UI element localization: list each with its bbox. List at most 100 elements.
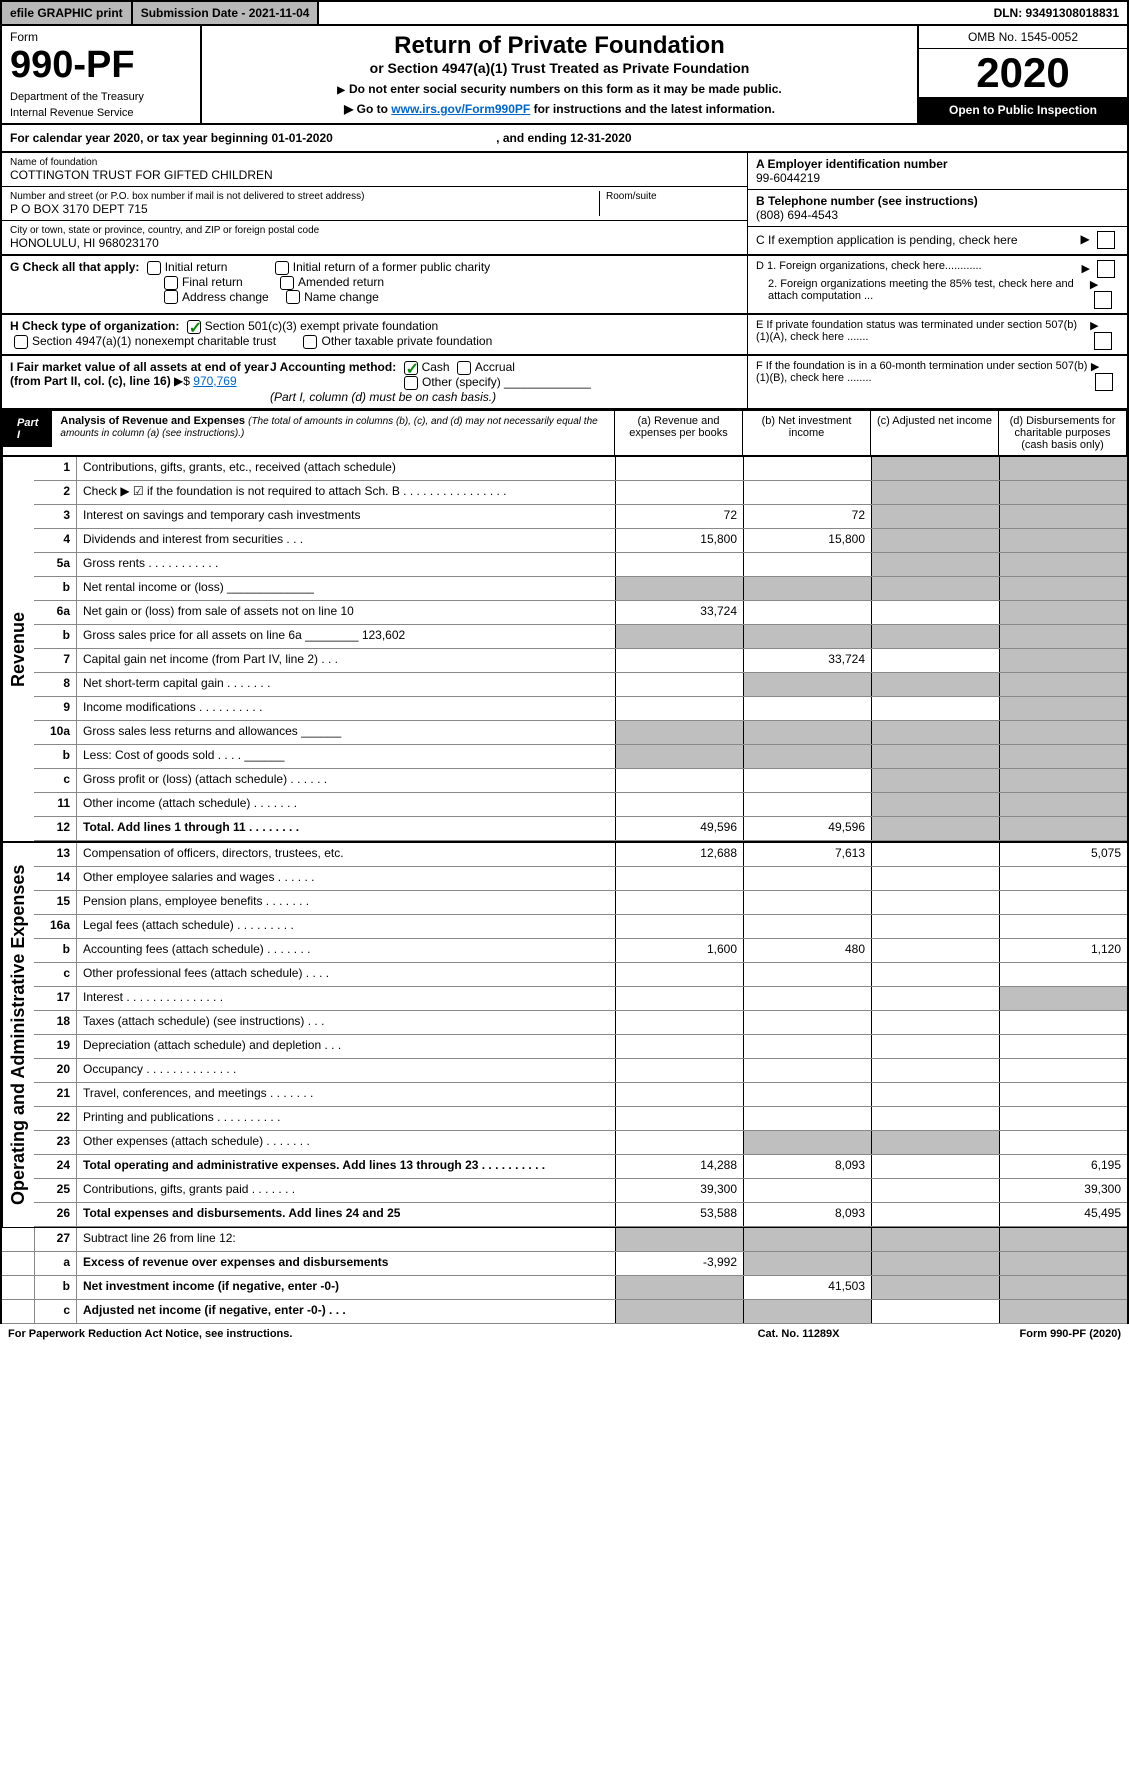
col-d-val (999, 721, 1127, 744)
col-a-val: 39,300 (615, 1179, 743, 1202)
h-501c3[interactable] (187, 320, 201, 334)
col-b-val: 7,613 (743, 843, 871, 866)
col-b-val (743, 987, 871, 1010)
col-c-val (871, 1107, 999, 1130)
instr-2: ▶ Go to www.irs.gov/Form990PF for instru… (208, 102, 911, 116)
col-a-val (615, 1228, 743, 1251)
row-desc: Total expenses and disbursements. Add li… (76, 1203, 615, 1226)
g-initial-return[interactable] (147, 261, 161, 275)
col-b-val: 480 (743, 939, 871, 962)
col-b-val (743, 963, 871, 986)
ein-value: 99-6044219 (756, 171, 1119, 185)
e-checkbox[interactable] (1094, 332, 1112, 350)
col-d-val: 1,120 (999, 939, 1127, 962)
col-b-val (743, 481, 871, 504)
h-4947[interactable] (14, 335, 28, 349)
col-c-val (871, 1228, 999, 1251)
col-d-val (999, 601, 1127, 624)
col-d-val (999, 1300, 1127, 1323)
col-c-val (871, 1131, 999, 1154)
col-c: (c) Adjusted net income (870, 411, 998, 455)
instr-1: Do not enter social security numbers on … (208, 82, 911, 96)
j-accrual[interactable] (457, 361, 471, 375)
h-other-taxable[interactable] (303, 335, 317, 349)
col-c-val (871, 577, 999, 600)
col-d-val (999, 577, 1127, 600)
row-num: 9 (34, 697, 76, 720)
row-num: 12 (34, 817, 76, 840)
expenses-section: Operating and Administrative Expenses 13… (2, 841, 1127, 1227)
row-num: 1 (34, 457, 76, 480)
col-d-val (999, 673, 1127, 696)
c-label: C If exemption application is pending, c… (756, 233, 1018, 247)
col-d-val (999, 1035, 1127, 1058)
table-row: 15Pension plans, employee benefits . . .… (34, 891, 1127, 915)
row-desc: Compensation of officers, directors, tru… (76, 843, 615, 866)
col-a-val: 12,688 (615, 843, 743, 866)
g-final-return[interactable] (164, 276, 178, 290)
col-d: (d) Disbursements for charitable purpose… (998, 411, 1126, 455)
col-a-val (615, 673, 743, 696)
col-a-val (615, 1107, 743, 1130)
col-b-val (743, 673, 871, 696)
form-subtitle: or Section 4947(a)(1) Trust Treated as P… (208, 60, 911, 76)
col-a-val (615, 1083, 743, 1106)
table-row: 10aGross sales less returns and allowanc… (34, 721, 1127, 745)
col-b-val: 15,800 (743, 529, 871, 552)
row-num: 20 (34, 1059, 76, 1082)
irs-link[interactable]: www.irs.gov/Form990PF (391, 102, 530, 116)
col-d-val (999, 553, 1127, 576)
phone-value: (808) 694-4543 (756, 208, 1119, 222)
col-c-val (871, 457, 999, 480)
irs-label: Internal Revenue Service (10, 107, 192, 119)
row-num: 10a (34, 721, 76, 744)
table-row: 9Income modifications . . . . . . . . . … (34, 697, 1127, 721)
d2-checkbox[interactable] (1094, 291, 1112, 309)
row-num: 16a (34, 915, 76, 938)
submission-date: Submission Date - 2021-11-04 (133, 2, 320, 24)
col-d-val (999, 1276, 1127, 1299)
col-a-val: 1,600 (615, 939, 743, 962)
g-address-change[interactable] (164, 290, 178, 304)
c-checkbox[interactable] (1097, 231, 1115, 249)
col-d-val (999, 793, 1127, 816)
col-b-val (743, 457, 871, 480)
col-b-val: 72 (743, 505, 871, 528)
row-num: 14 (34, 867, 76, 890)
table-row: 22Printing and publications . . . . . . … (34, 1107, 1127, 1131)
i-value[interactable]: 970,769 (193, 374, 236, 388)
col-b-val: 41,503 (743, 1276, 871, 1299)
table-row: 24Total operating and administrative exp… (34, 1155, 1127, 1179)
j-other[interactable] (404, 376, 418, 390)
table-row: cGross profit or (loss) (attach schedule… (34, 769, 1127, 793)
table-row: 13Compensation of officers, directors, t… (34, 843, 1127, 867)
paperwork-notice: For Paperwork Reduction Act Notice, see … (8, 1328, 292, 1340)
col-c-val (871, 601, 999, 624)
footer: For Paperwork Reduction Act Notice, see … (0, 1324, 1129, 1344)
row-desc: Gross rents . . . . . . . . . . . (76, 553, 615, 576)
row-desc: Other professional fees (attach schedule… (76, 963, 615, 986)
col-a-val (615, 577, 743, 600)
tax-year: 2020 (919, 49, 1127, 97)
g-initial-former[interactable] (275, 261, 289, 275)
f-checkbox[interactable] (1095, 373, 1113, 391)
table-row: 1Contributions, gifts, grants, etc., rec… (34, 457, 1127, 481)
row-desc: Pension plans, employee benefits . . . .… (76, 891, 615, 914)
col-b-val (743, 891, 871, 914)
col-c-val (871, 1252, 999, 1275)
efile-button[interactable]: efile GRAPHIC print (2, 2, 133, 24)
j-cash[interactable] (404, 361, 418, 375)
col-d-val (999, 963, 1127, 986)
g-name-change[interactable] (286, 290, 300, 304)
revenue-section: Revenue 1Contributions, gifts, grants, e… (2, 457, 1127, 841)
col-b-val (743, 1228, 871, 1251)
d1-checkbox[interactable] (1097, 260, 1115, 278)
col-b-val (743, 793, 871, 816)
g-amended[interactable] (280, 276, 294, 290)
col-c-val (871, 987, 999, 1010)
col-a-val: 72 (615, 505, 743, 528)
col-b-val (743, 577, 871, 600)
col-a-val: 14,288 (615, 1155, 743, 1178)
table-row: 20Occupancy . . . . . . . . . . . . . . (34, 1059, 1127, 1083)
ein-label: A Employer identification number (756, 157, 1119, 171)
